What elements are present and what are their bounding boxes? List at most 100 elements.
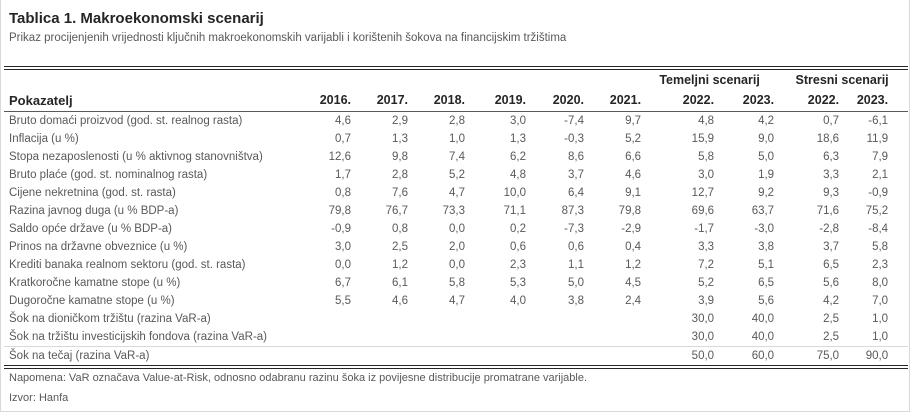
value-cell: 2,5 xyxy=(823,313,840,325)
value-cell: 2,1 xyxy=(872,169,889,181)
value-cell: 9,1 xyxy=(625,187,642,199)
value-cell: 9,7 xyxy=(625,115,642,127)
value-cell: 0,0 xyxy=(449,259,465,271)
value-cell xyxy=(296,346,353,367)
column-header-pokazatelj: Pokazatelj xyxy=(9,93,73,108)
source-note: Izvor: Hanfa xyxy=(9,392,69,404)
value-cell: 6,5 xyxy=(823,259,840,271)
value-cell: 3,7 xyxy=(823,241,840,253)
table-header: Temeljni scenarij Stresni scenarij Pokaza… xyxy=(4,68,909,112)
value-cell: 50,0 xyxy=(643,346,717,367)
value-cell: 4,2 xyxy=(758,115,775,127)
macro-scenario-table: Temeljni scenarij Stresni scenarij Pokaza… xyxy=(4,66,909,369)
value-cell: 40,0 xyxy=(751,331,775,343)
value-cell: 1,0 xyxy=(449,133,465,145)
value-cell: 0,0 xyxy=(449,223,465,235)
value-cell: 79,8 xyxy=(328,205,351,217)
value-cell: 2,3 xyxy=(872,259,889,271)
row-label: Krediti banaka realnom sektoru (god. st.… xyxy=(9,259,246,271)
value-cell xyxy=(528,328,586,347)
value-cell: 2,8 xyxy=(449,115,465,127)
value-cell: 2,9 xyxy=(392,115,408,127)
value-cell: 5,6 xyxy=(758,295,775,307)
value-cell: 69,6 xyxy=(691,205,715,217)
value-cell: 4,6 xyxy=(625,169,642,181)
value-cell: 5,0 xyxy=(758,151,775,163)
value-cell: -3,0 xyxy=(754,223,775,235)
column-header-year: 2019. xyxy=(494,93,526,107)
column-header-year: 2020. xyxy=(552,93,584,107)
value-cell: 3,9 xyxy=(698,295,715,307)
value-cell: -0,3 xyxy=(564,133,584,145)
value-cell: 0,4 xyxy=(625,241,642,253)
group-header-spacer xyxy=(4,68,643,90)
page-title: Tablica 1. Makroekonomski scenarij xyxy=(9,10,264,27)
table-row: Krediti banaka realnom sektoru (god. st.… xyxy=(4,256,908,274)
value-cell: 5,2 xyxy=(698,277,715,289)
value-cell: 6,2 xyxy=(510,151,526,163)
value-cell: 0,0 xyxy=(335,259,351,271)
column-header-year: 2022. xyxy=(807,93,840,107)
value-cell: 0,8 xyxy=(335,187,351,199)
column-header-year: 2021. xyxy=(609,93,642,107)
value-cell xyxy=(296,328,353,347)
value-cell: 6,1 xyxy=(392,277,408,289)
value-cell: 1,2 xyxy=(392,259,408,271)
value-cell: 0,8 xyxy=(392,223,408,235)
value-cell: 1,2 xyxy=(625,259,642,271)
column-header-year: 2018. xyxy=(433,93,465,107)
group-header-stresni: Stresni scenarij xyxy=(795,73,889,87)
value-cell xyxy=(353,328,410,347)
value-cell: 5,6 xyxy=(823,277,840,289)
value-cell xyxy=(467,310,528,328)
value-cell: 73,3 xyxy=(442,205,465,217)
value-cell: -8,4 xyxy=(868,223,889,235)
value-cell: 4,2 xyxy=(823,295,840,307)
value-cell: 4,7 xyxy=(449,295,465,307)
value-cell: 5,8 xyxy=(698,151,715,163)
value-cell: 9,0 xyxy=(758,133,775,145)
value-cell: 10,0 xyxy=(503,187,526,199)
row-label: Razina javnog duga (u % BDP-a) xyxy=(9,205,179,217)
value-cell xyxy=(353,346,410,367)
value-cell: 3,8 xyxy=(568,295,584,307)
row-label: Inflacija (u %) xyxy=(9,133,79,145)
value-cell: 7,4 xyxy=(449,151,465,163)
page-subtitle: Prikaz procijenjenih vrijednosti ključni… xyxy=(9,32,567,44)
value-cell: 87,3 xyxy=(561,205,584,217)
table-row: Šok na tečaj (razina VaR-a) 50,0 60,0 75,0 9… xyxy=(4,346,909,367)
value-cell: 1,0 xyxy=(872,331,889,343)
value-cell: 0,6 xyxy=(568,241,584,253)
value-cell: 60,0 xyxy=(716,346,777,367)
value-cell: -1,7 xyxy=(694,223,715,235)
value-cell: 18,6 xyxy=(816,133,840,145)
table-row: Bruto domaći proizvod (god. st. realnog … xyxy=(4,112,908,131)
value-cell xyxy=(296,310,353,328)
value-cell: 2,0 xyxy=(449,241,465,253)
column-header-year: 2017. xyxy=(376,93,408,107)
value-cell: 5,8 xyxy=(449,277,465,289)
value-cell: 9,2 xyxy=(758,187,775,199)
value-cell xyxy=(586,346,644,367)
value-cell xyxy=(410,310,467,328)
value-cell: 3,0 xyxy=(335,241,351,253)
value-cell: 0,6 xyxy=(510,241,526,253)
table-row: Razina javnog duga (u % BDP-a) 79,8 76,7 73… xyxy=(4,202,908,220)
value-cell: 0,2 xyxy=(510,223,526,235)
table-row: Cijene nekretnina (god. st. rasta) 0,8 7,6… xyxy=(4,184,908,202)
row-label: Bruto domaći proizvod (god. st. realnog … xyxy=(9,115,243,127)
column-header-year: 2023. xyxy=(742,93,775,107)
row-label: Šok na dioničkom tržištu (razina VaR-a) xyxy=(9,313,211,325)
value-cell: 1,3 xyxy=(392,133,408,145)
value-cell: 9,8 xyxy=(392,151,408,163)
footnote: Napomena: VaR označava Value-at-Risk, od… xyxy=(9,372,588,384)
value-cell: 8,6 xyxy=(568,151,584,163)
value-cell: 7,0 xyxy=(872,295,889,307)
value-cell: 40,0 xyxy=(751,313,775,325)
table-row: Kratkoročne kamatne stope (u %) 6,7 6,1 5,8… xyxy=(4,274,908,292)
row-label: Prinos na državne obveznice (u %) xyxy=(9,241,188,253)
value-cell: 1,1 xyxy=(568,259,584,271)
value-cell: 3,7 xyxy=(568,169,584,181)
value-cell: 71,6 xyxy=(816,205,840,217)
